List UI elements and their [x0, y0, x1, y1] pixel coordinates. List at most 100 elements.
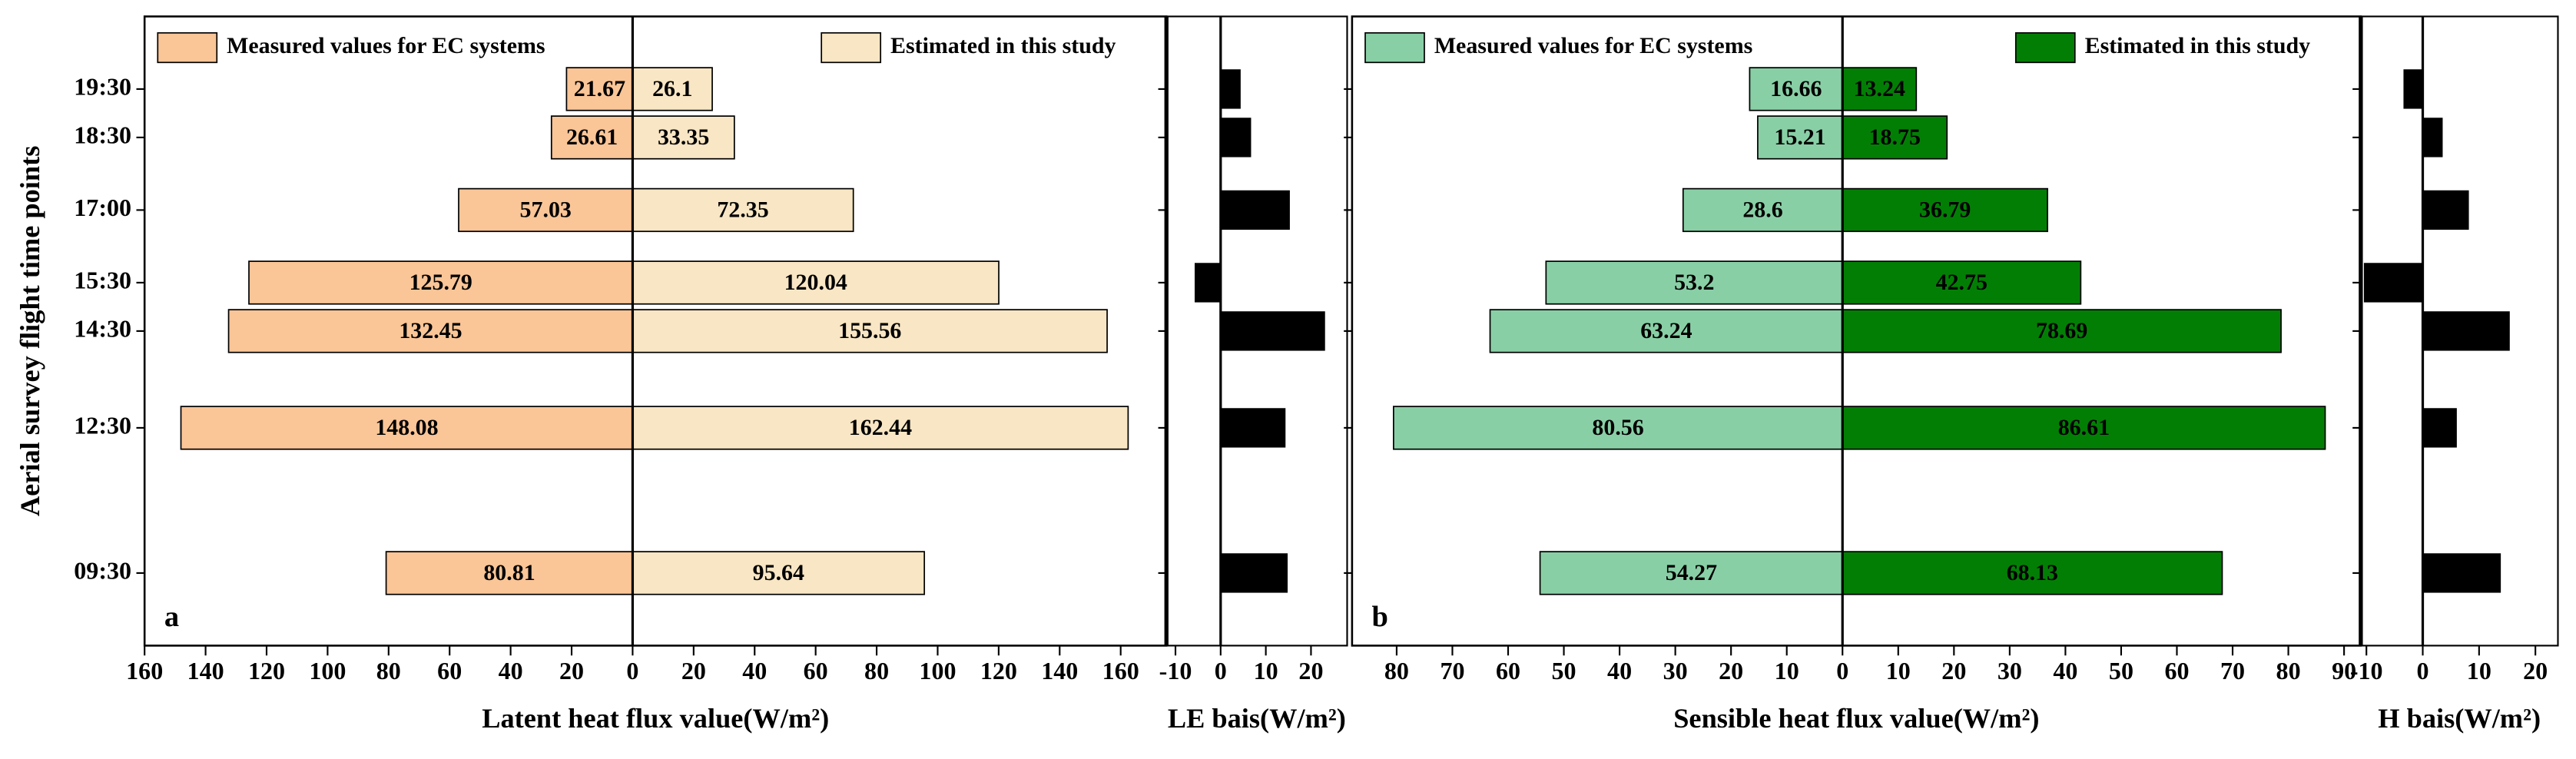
- y-tick-label: 10: [1775, 657, 1799, 684]
- bar: [1749, 67, 1844, 111]
- bar: [2422, 311, 2510, 351]
- bar: [385, 551, 634, 595]
- data-label: 68.13: [2007, 560, 2058, 585]
- legend-label: Estimated in this study: [2085, 33, 2311, 58]
- bar: [227, 309, 634, 353]
- bar: [1842, 406, 2326, 450]
- legend-label: Estimated in this study: [890, 33, 1116, 58]
- y-tick-label: 60: [804, 657, 828, 684]
- bar: [1539, 551, 1844, 595]
- bar: [2422, 190, 2469, 230]
- data-label: 15.21: [1774, 124, 1825, 150]
- data-label: 42.75: [1936, 270, 1988, 295]
- y-tick-label: 20: [2523, 657, 2548, 684]
- data-label: 80.81: [483, 560, 535, 585]
- x-tick-label: 18:30: [74, 121, 131, 148]
- bar: [180, 406, 634, 450]
- bar: [248, 260, 634, 305]
- y-tick-label: 20: [1298, 657, 1323, 684]
- bar: [1220, 311, 1325, 351]
- bar: [2422, 553, 2501, 593]
- data-label: 33.35: [658, 124, 709, 150]
- y-tick-label: 120: [980, 657, 1017, 684]
- y-tick-label: 160: [126, 657, 163, 684]
- y-tick-label: 80: [376, 657, 401, 684]
- x-tick-label: 12:30: [74, 411, 131, 439]
- data-label: 63.24: [1640, 318, 1692, 343]
- y-tick-label: 80: [2276, 657, 2301, 684]
- y-tick-label: 60: [1496, 657, 1520, 684]
- bar: [1220, 408, 1286, 448]
- x-tick-label: 15:30: [74, 266, 131, 293]
- bar: [1220, 69, 1241, 109]
- data-label: 95.64: [753, 560, 804, 585]
- bar: [1842, 187, 2048, 233]
- bar: [458, 187, 634, 233]
- y-tick-label: 70: [2220, 657, 2245, 684]
- panel-label: b: [1372, 601, 1388, 633]
- y-tick-label: 0: [1215, 657, 1227, 684]
- y-tick-label: 120: [248, 657, 285, 684]
- data-label: 72.35: [717, 197, 768, 222]
- data-label: 36.79: [1919, 197, 1971, 222]
- bar: [632, 187, 854, 233]
- data-label: 18.75: [1869, 124, 1921, 150]
- y-tick-label: 60: [2164, 657, 2189, 684]
- y-tick-label: 50: [2109, 657, 2133, 684]
- data-label: 80.56: [1592, 415, 1643, 440]
- y-tick-label: 30: [1997, 657, 2022, 684]
- y-tick-label: 100: [919, 657, 956, 684]
- bar: [1842, 260, 2082, 305]
- bar: [1842, 67, 1918, 111]
- y-tick-label: 20: [559, 657, 584, 684]
- x-tick-label: 09:30: [74, 556, 131, 584]
- data-label: 13.24: [1854, 76, 1905, 101]
- legend-label: Measured values for EC systems: [1434, 33, 1752, 58]
- y-tick-label: 70: [1440, 657, 1464, 684]
- y-tick-label: 160: [1102, 657, 1139, 684]
- y-tick-label: 30: [1663, 657, 1688, 684]
- bar: [1842, 115, 1948, 160]
- y-tick-label: 10: [1886, 657, 1911, 684]
- y-tick-label: 40: [2053, 657, 2077, 684]
- data-label: 132.45: [399, 318, 462, 343]
- bar: [1489, 309, 1844, 353]
- bar: [1842, 309, 2282, 353]
- bar: [632, 260, 1000, 305]
- data-label: 78.69: [2036, 318, 2087, 343]
- y-tick-label: 60: [437, 657, 462, 684]
- y-tick-label: 80: [864, 657, 889, 684]
- x-tick-label: 14:30: [74, 314, 131, 342]
- axis-title: LE bais(W/m²): [1168, 703, 1346, 734]
- y-tick-label: 20: [681, 657, 706, 684]
- y-tick-label: 0: [626, 657, 638, 684]
- data-label: 28.6: [1742, 197, 1782, 222]
- y-tick-label: 10: [1254, 657, 1278, 684]
- bar: [1220, 190, 1290, 230]
- data-label: 54.27: [1666, 560, 1717, 585]
- legend-swatch: [2014, 31, 2076, 64]
- y-tick-label: 10: [2467, 657, 2491, 684]
- data-label: 26.61: [566, 124, 618, 150]
- bar: [1545, 260, 1844, 305]
- data-label: 148.08: [375, 415, 438, 440]
- data-label: 125.79: [409, 270, 472, 295]
- y-tick-label: 90: [2332, 657, 2356, 684]
- y-tick-label: 0: [2417, 657, 2429, 684]
- y-tick-label: -10: [1159, 657, 1192, 684]
- data-label: 57.03: [520, 197, 572, 222]
- y-tick-label: 140: [1041, 657, 1078, 684]
- bar: [1393, 406, 1844, 450]
- x-tick-label: 17:00: [74, 194, 131, 221]
- data-label: 155.56: [838, 318, 901, 343]
- data-label: 26.1: [652, 76, 692, 101]
- legend-label: Measured values for EC systems: [227, 33, 545, 58]
- y-tick-label: 20: [1719, 657, 1743, 684]
- y-tick-label: 20: [1941, 657, 1966, 684]
- bar: [2422, 118, 2443, 157]
- bar: [632, 551, 926, 595]
- bar: [632, 67, 713, 111]
- axis-title: Sensible heat flux value(W/m²): [1673, 703, 2039, 734]
- x-tick-label: 19:30: [74, 72, 131, 100]
